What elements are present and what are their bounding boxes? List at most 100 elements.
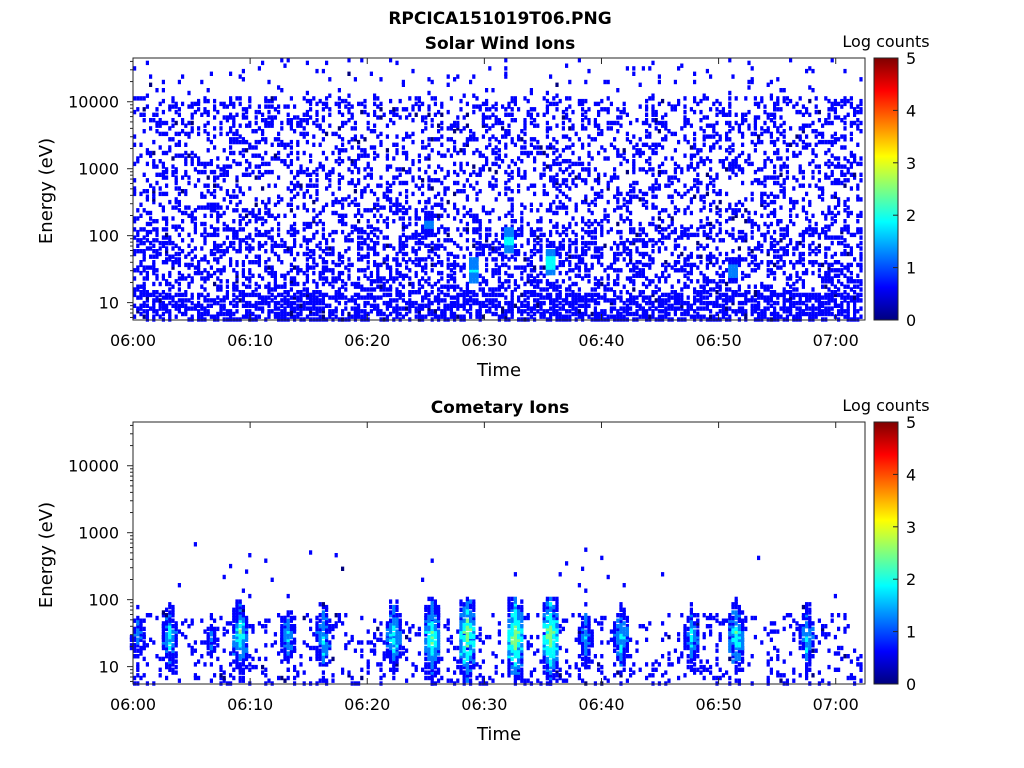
heatmap-cell <box>155 107 159 112</box>
heatmap-cell <box>411 131 415 137</box>
heatmap-cell <box>353 213 357 218</box>
heatmap-cell <box>245 292 249 298</box>
heatmap-cell <box>411 68 415 74</box>
heatmap-cell <box>376 303 380 308</box>
heatmap-cell <box>661 235 665 240</box>
heatmap-cell <box>190 159 194 164</box>
heatmap-cell <box>504 224 508 229</box>
heatmap-cell <box>625 238 629 243</box>
heatmap-cell <box>261 298 265 303</box>
heatmap-cell <box>161 172 165 177</box>
heatmap-cell <box>289 118 293 123</box>
heatmap-cell <box>325 202 329 207</box>
heatmap-cell <box>555 139 559 145</box>
heatmap-cell <box>715 311 719 317</box>
heatmap-cell <box>379 107 383 112</box>
heatmap-cell <box>219 167 223 172</box>
heatmap-cell <box>571 123 575 128</box>
heatmap-cell <box>632 66 636 71</box>
heatmap-cell <box>158 306 162 311</box>
heatmap-cell <box>488 126 492 131</box>
heatmap-cell <box>302 126 306 131</box>
heatmap-cell <box>267 104 271 109</box>
heatmap-cell <box>683 268 687 273</box>
heatmap-cell <box>248 120 252 126</box>
heatmap-cell <box>664 227 668 232</box>
heatmap-cell <box>667 298 671 303</box>
heatmap-cell <box>757 139 761 145</box>
heatmap-cell <box>654 112 658 117</box>
heatmap-cell <box>622 107 626 112</box>
heatmap-cell <box>712 142 716 147</box>
heatmap-cell <box>555 186 559 191</box>
heatmap-cell <box>619 161 623 167</box>
heatmap-cell <box>142 276 146 281</box>
heatmap-cell <box>251 311 255 317</box>
heatmap-cell <box>366 183 370 188</box>
heatmap-cell <box>261 295 265 300</box>
heatmap-cell <box>664 309 668 314</box>
heatmap-cell <box>664 314 668 319</box>
heatmap-cell <box>673 227 677 232</box>
heatmap-cell <box>600 309 604 314</box>
heatmap-cell <box>357 210 361 216</box>
heatmap-cell <box>552 180 556 186</box>
heatmap-cell <box>757 227 761 232</box>
heatmap-cell <box>302 202 306 207</box>
heatmap-cell <box>264 210 268 216</box>
heatmap-cell <box>651 311 655 317</box>
heatmap-cell <box>376 235 380 240</box>
heatmap-cell <box>421 183 425 188</box>
heatmap-cell <box>744 118 748 123</box>
heatmap-cell <box>257 229 261 235</box>
heatmap-cell <box>571 300 575 306</box>
heatmap-cell <box>670 219 674 224</box>
heatmap-cell <box>523 150 527 156</box>
heatmap-cell <box>312 134 316 139</box>
heatmap-cell <box>193 303 197 308</box>
heatmap-cell <box>315 101 319 107</box>
heatmap-cell <box>411 104 415 109</box>
heatmap-cell <box>248 98 252 104</box>
heatmap-cell <box>395 309 399 314</box>
heatmap-cell <box>405 153 409 158</box>
heatmap-cell <box>696 178 700 183</box>
heatmap-cell <box>363 167 367 172</box>
heatmap-cell <box>318 219 322 224</box>
heatmap-cell <box>357 169 361 175</box>
heatmap-cell <box>603 311 607 317</box>
heatmap-cell <box>549 202 553 207</box>
heatmap-cell <box>245 284 249 289</box>
heatmap-cell <box>520 292 524 298</box>
heatmap-cell <box>504 262 508 268</box>
heatmap-cell <box>737 300 741 306</box>
heatmap-cell <box>568 145 572 150</box>
heatmap-cell <box>136 159 140 164</box>
heatmap-cell <box>689 303 693 308</box>
heatmap-cell <box>565 314 569 319</box>
heatmap-cell <box>334 210 338 216</box>
heatmap-cell <box>773 290 777 295</box>
heatmap-cell <box>337 257 341 262</box>
heatmap-cell <box>507 284 511 289</box>
heatmap-cell <box>248 243 252 248</box>
heatmap-cell <box>261 60 265 66</box>
heatmap-cell <box>328 314 332 319</box>
heatmap-cell <box>533 243 537 248</box>
heatmap-cell <box>405 150 409 156</box>
heatmap-cell <box>475 104 479 109</box>
heatmap-cell <box>245 159 249 164</box>
heatmap-cell <box>753 120 757 126</box>
heatmap-cell <box>417 107 421 112</box>
heatmap-cell <box>648 306 652 311</box>
heatmap-cell <box>337 262 341 268</box>
heatmap-cell <box>337 134 341 139</box>
heatmap-cell <box>475 309 479 314</box>
heatmap-cell <box>177 232 181 238</box>
heatmap-cell <box>405 273 409 278</box>
heatmap-cell <box>241 115 245 120</box>
heatmap-cell <box>283 63 287 68</box>
heatmap-cell <box>699 295 703 300</box>
heatmap-cell <box>645 262 649 268</box>
heatmap-cell <box>481 101 485 107</box>
